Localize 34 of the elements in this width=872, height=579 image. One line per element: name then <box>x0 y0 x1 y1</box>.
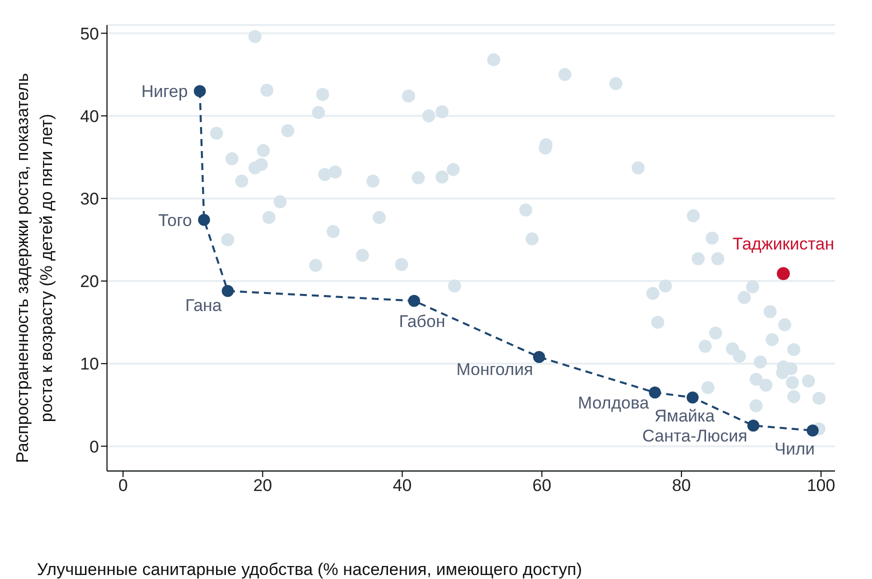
x-tick-label: 60 <box>532 476 552 496</box>
point <box>806 424 819 437</box>
y-tick-label: 50 <box>80 24 99 44</box>
annotation: Молдова <box>578 394 650 413</box>
annotation: Чили <box>774 440 815 459</box>
point <box>198 214 210 226</box>
annotation: Таджикистан <box>732 234 834 254</box>
x-tick-label: 100 <box>806 476 836 496</box>
annotation: Монголия <box>456 360 534 380</box>
x-tick-label: 20 <box>253 476 272 496</box>
point <box>533 351 546 364</box>
point <box>194 85 206 98</box>
x-tick-label: 40 <box>392 476 412 496</box>
y-tick-label: 30 <box>80 189 99 208</box>
point <box>686 391 699 404</box>
point <box>222 284 234 297</box>
annotation: Санта-Люсия <box>642 426 748 446</box>
point <box>776 267 790 280</box>
annotation: Ямайка <box>654 406 716 426</box>
annotation: Нигер <box>141 82 188 102</box>
y-tick-label: 40 <box>80 106 99 126</box>
annotation: Габон <box>398 312 446 331</box>
y-tick-label: 10 <box>80 354 99 374</box>
point <box>408 294 420 307</box>
y-axis-title: Распространенность задержки роста, показатель роста к возрасту (% детей до пяти лет) <box>13 72 56 463</box>
annotation: Гана <box>185 296 222 315</box>
annotation: Того <box>158 210 192 230</box>
point <box>648 386 661 399</box>
x-axis-title: Улучшенные санитарные удобства (% населения, имеющего доступ) <box>37 560 582 579</box>
y-tick-label: 0 <box>90 437 99 456</box>
point <box>747 420 760 432</box>
x-tick-label: 80 <box>672 476 691 496</box>
y-tick-label: 20 <box>80 272 99 292</box>
x-tick-label: 0 <box>118 476 128 496</box>
